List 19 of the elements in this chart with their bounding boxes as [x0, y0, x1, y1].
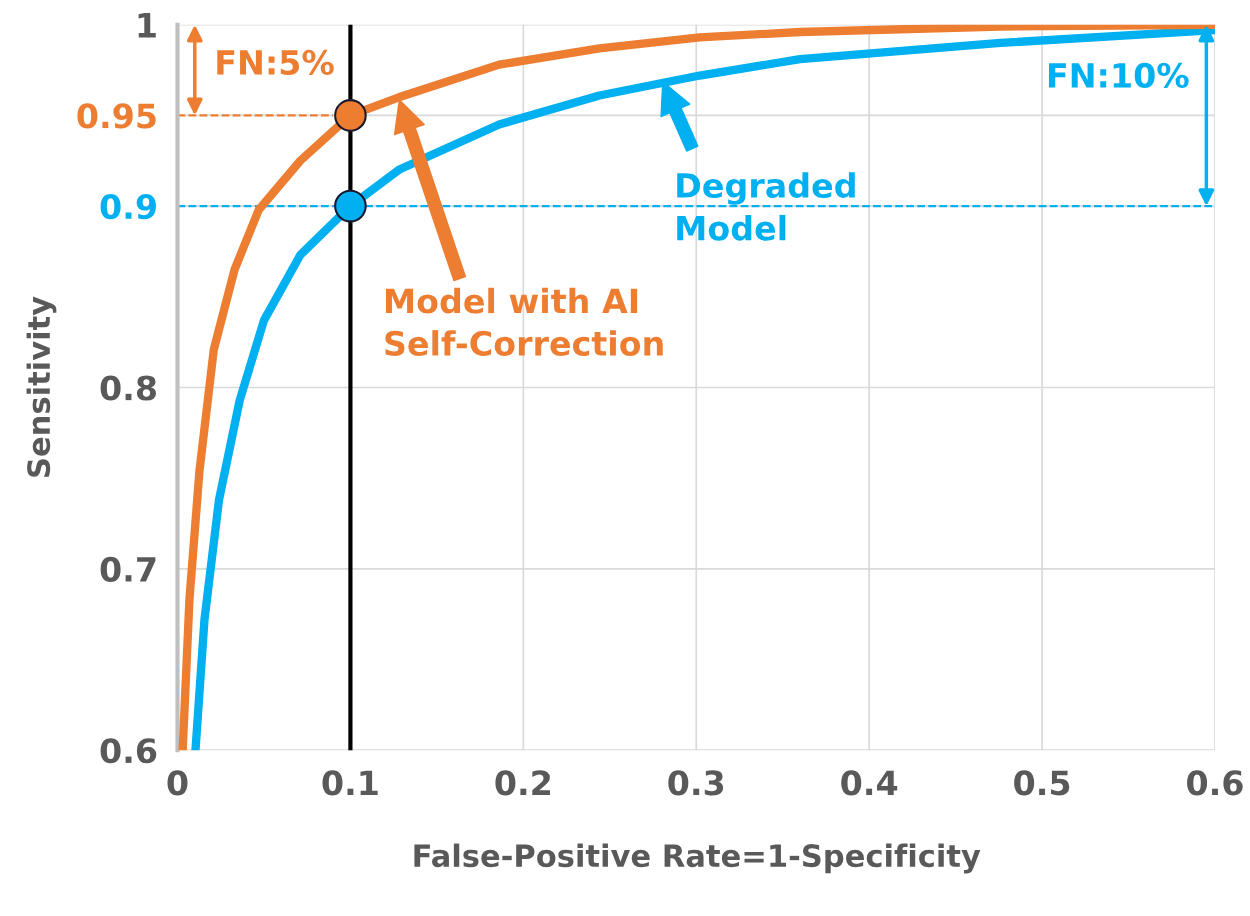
annotation: FN:5% [217, 49, 334, 76]
annotation: Degraded Model [677, 172, 855, 241]
y-tick-label: 0.8 [100, 375, 156, 401]
annotation: Model with AI Self-Correction [385, 287, 663, 356]
y-tick-label: 1 [138, 13, 156, 38]
y-tick-label: 0.6 [100, 738, 157, 764]
y-tick-label: 0.95 [77, 103, 156, 129]
y-axis-title: Sensitivity [26, 296, 57, 477]
y-tick-label: 0.9 [100, 194, 156, 220]
x-tick-label: 0.5 [1014, 770, 1070, 796]
x-tick-label: 0.2 [495, 770, 550, 796]
x-tick-label: 0.1 [322, 770, 378, 796]
x-axis-title: False-Positive Rate=1-Specificity [414, 843, 981, 874]
x-tick-label: 0.3 [668, 770, 724, 796]
y-tick-label: 0.7 [100, 556, 156, 582]
x-tick-label: 0 [167, 770, 188, 796]
x-tick-label: 0.6 [1187, 770, 1243, 796]
annotation: FN:10% [1048, 62, 1189, 88]
x-tick-label: 0.4 [841, 770, 898, 796]
